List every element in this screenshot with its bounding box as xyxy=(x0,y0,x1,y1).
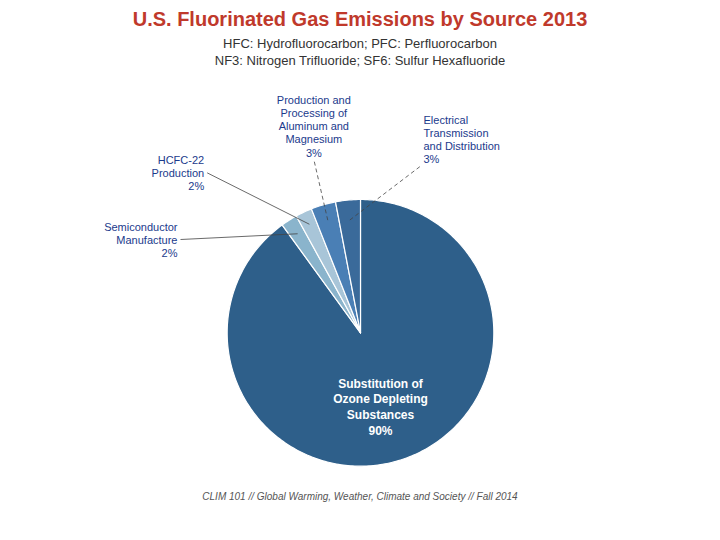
html-text:NF3: Nitrogen Trifluoride; SF6: NF3: Nitrogen Trifluoride; SF6: Sulfur H… xyxy=(214,53,506,68)
html-text:HFC: Hydrofluorocarbon; PFC: P: HFC: Hydrofluorocarbon; PFC: Perfluoroca… xyxy=(223,36,497,51)
svg-text:HCFC-22Production2%: HCFC-22Production2% xyxy=(152,154,205,192)
svg-text:SemiconductorManufacture2%: SemiconductorManufacture2% xyxy=(104,221,178,259)
html-text:CLIM 101 // Global Warming, We: CLIM 101 // Global Warming, Weather, Cli… xyxy=(202,491,518,502)
svg-text:Substitution ofOzone Depleting: Substitution ofOzone DepletingSubstances… xyxy=(333,377,428,438)
html-text:U.S. Fluorinated Gas Emissions: U.S. Fluorinated Gas Emissions by Source… xyxy=(132,8,588,30)
svg-text:ElectricalTransmissionand Dist: ElectricalTransmissionand Distribution3% xyxy=(424,114,500,166)
svg-text:Production andProcessing ofAlu: Production andProcessing ofAluminum andM… xyxy=(277,94,351,159)
